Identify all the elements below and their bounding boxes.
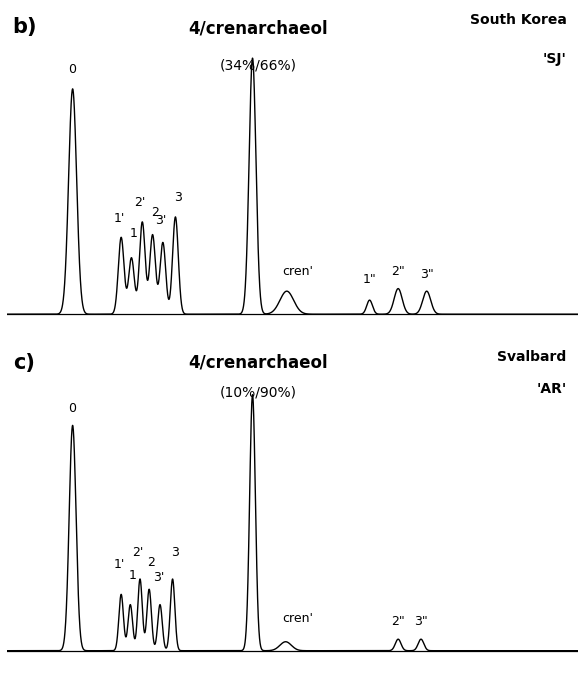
Text: 0: 0 <box>68 402 77 415</box>
Text: 2: 2 <box>147 556 156 569</box>
Text: cren': cren' <box>283 265 314 279</box>
Text: 1': 1' <box>113 211 125 225</box>
Text: 1": 1" <box>363 273 377 286</box>
Text: 4/crenarchaeol: 4/crenarchaeol <box>188 20 328 38</box>
Text: 'SJ': 'SJ' <box>543 52 567 66</box>
Text: cren': cren' <box>283 612 314 625</box>
Text: South Korea: South Korea <box>470 13 567 28</box>
Text: 2': 2' <box>135 197 146 209</box>
Text: 2": 2" <box>391 265 405 279</box>
Text: 1: 1 <box>130 227 137 240</box>
Text: 3": 3" <box>420 268 433 281</box>
Text: 3': 3' <box>153 571 164 584</box>
Text: b): b) <box>13 17 37 36</box>
Text: 3": 3" <box>414 614 428 628</box>
Text: 2': 2' <box>132 546 143 559</box>
Text: 3: 3 <box>171 546 179 559</box>
Text: 'AR': 'AR' <box>536 382 567 396</box>
Text: 4/crenarchaeol: 4/crenarchaeol <box>188 353 328 371</box>
Text: 2: 2 <box>151 207 159 219</box>
Text: 1': 1' <box>113 559 125 571</box>
Text: (10%/90%): (10%/90%) <box>220 386 297 399</box>
Text: c): c) <box>13 353 35 373</box>
Text: (34%/66%): (34%/66%) <box>220 59 297 73</box>
Text: 0: 0 <box>68 63 77 76</box>
Text: 1: 1 <box>129 569 136 581</box>
Text: Svalbard: Svalbard <box>497 350 567 364</box>
Text: 3: 3 <box>174 191 182 204</box>
Text: 2": 2" <box>391 614 405 628</box>
Text: 3': 3' <box>156 214 167 227</box>
